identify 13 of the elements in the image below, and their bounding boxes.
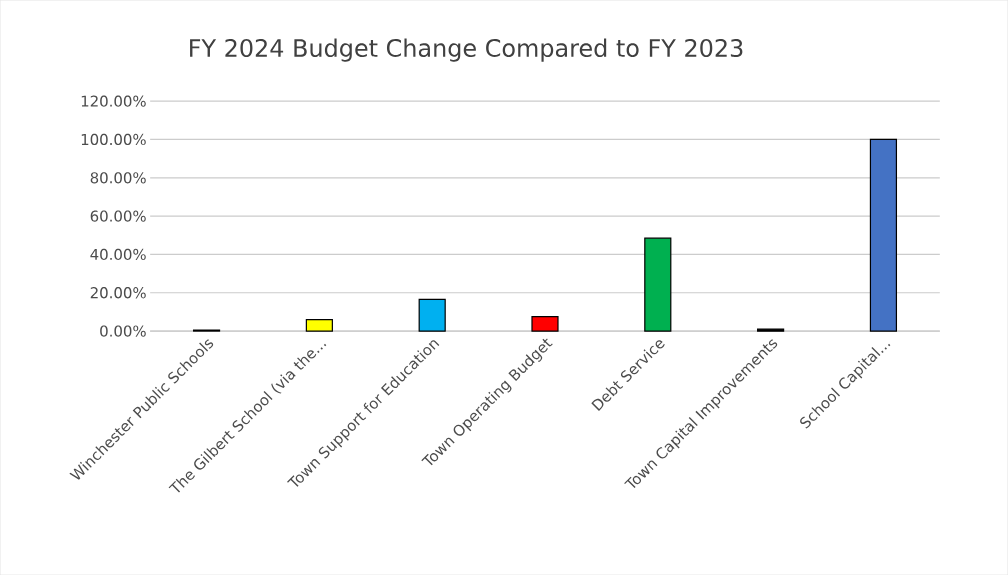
bar — [531, 316, 559, 332]
chart-title: FY 2024 Budget Change Compared to FY 2023 — [190, 38, 743, 62]
y-tick-label: 20.00% — [90, 287, 146, 299]
y-tick-label: 80.00% — [90, 172, 146, 184]
y-tick-label: 120.00% — [81, 95, 146, 107]
bar — [644, 237, 672, 332]
y-tick-label: 40.00% — [90, 248, 146, 260]
bar — [305, 318, 333, 332]
y-tick-label: 60.00% — [90, 210, 146, 222]
bar — [869, 138, 898, 332]
bar — [418, 298, 446, 332]
y-tick-label: 100.00% — [81, 133, 146, 146]
y-tick-label: 0.00% — [100, 325, 146, 337]
